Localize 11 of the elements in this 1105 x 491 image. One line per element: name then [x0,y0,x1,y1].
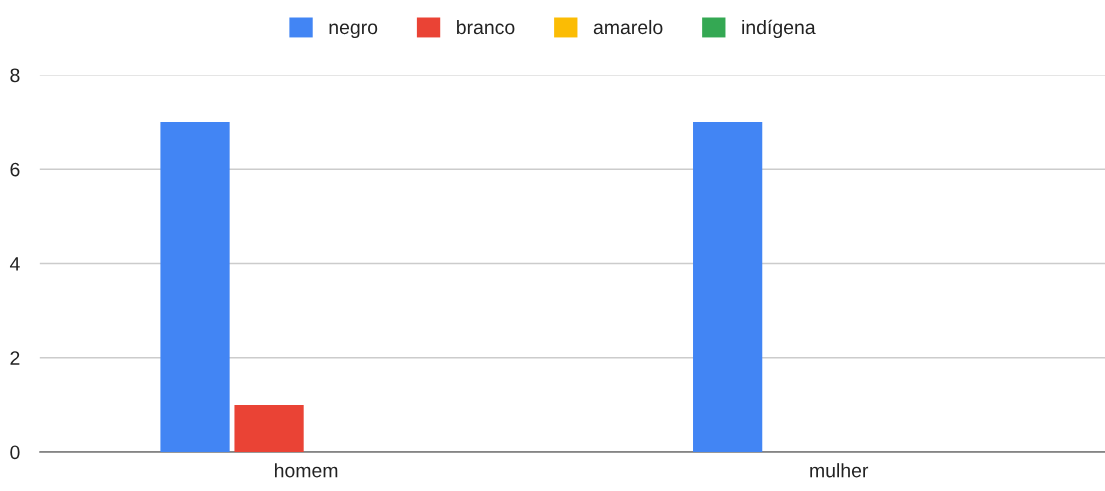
y-tick-label: 6 [10,162,20,177]
legend-label: branco [457,19,515,35]
x-tick-label: homem [275,463,338,478]
legend-label: amarelo [593,19,663,35]
legend-label: indígena [742,19,816,39]
y-tick-label: 8 [10,68,20,83]
x-tick-label: mulher [810,463,869,478]
y-tick-label: 0 [10,445,20,460]
y-tick-label: 4 [9,257,20,271]
legend-label: negro [329,23,378,39]
y-tick-label: 2 [10,351,20,365]
